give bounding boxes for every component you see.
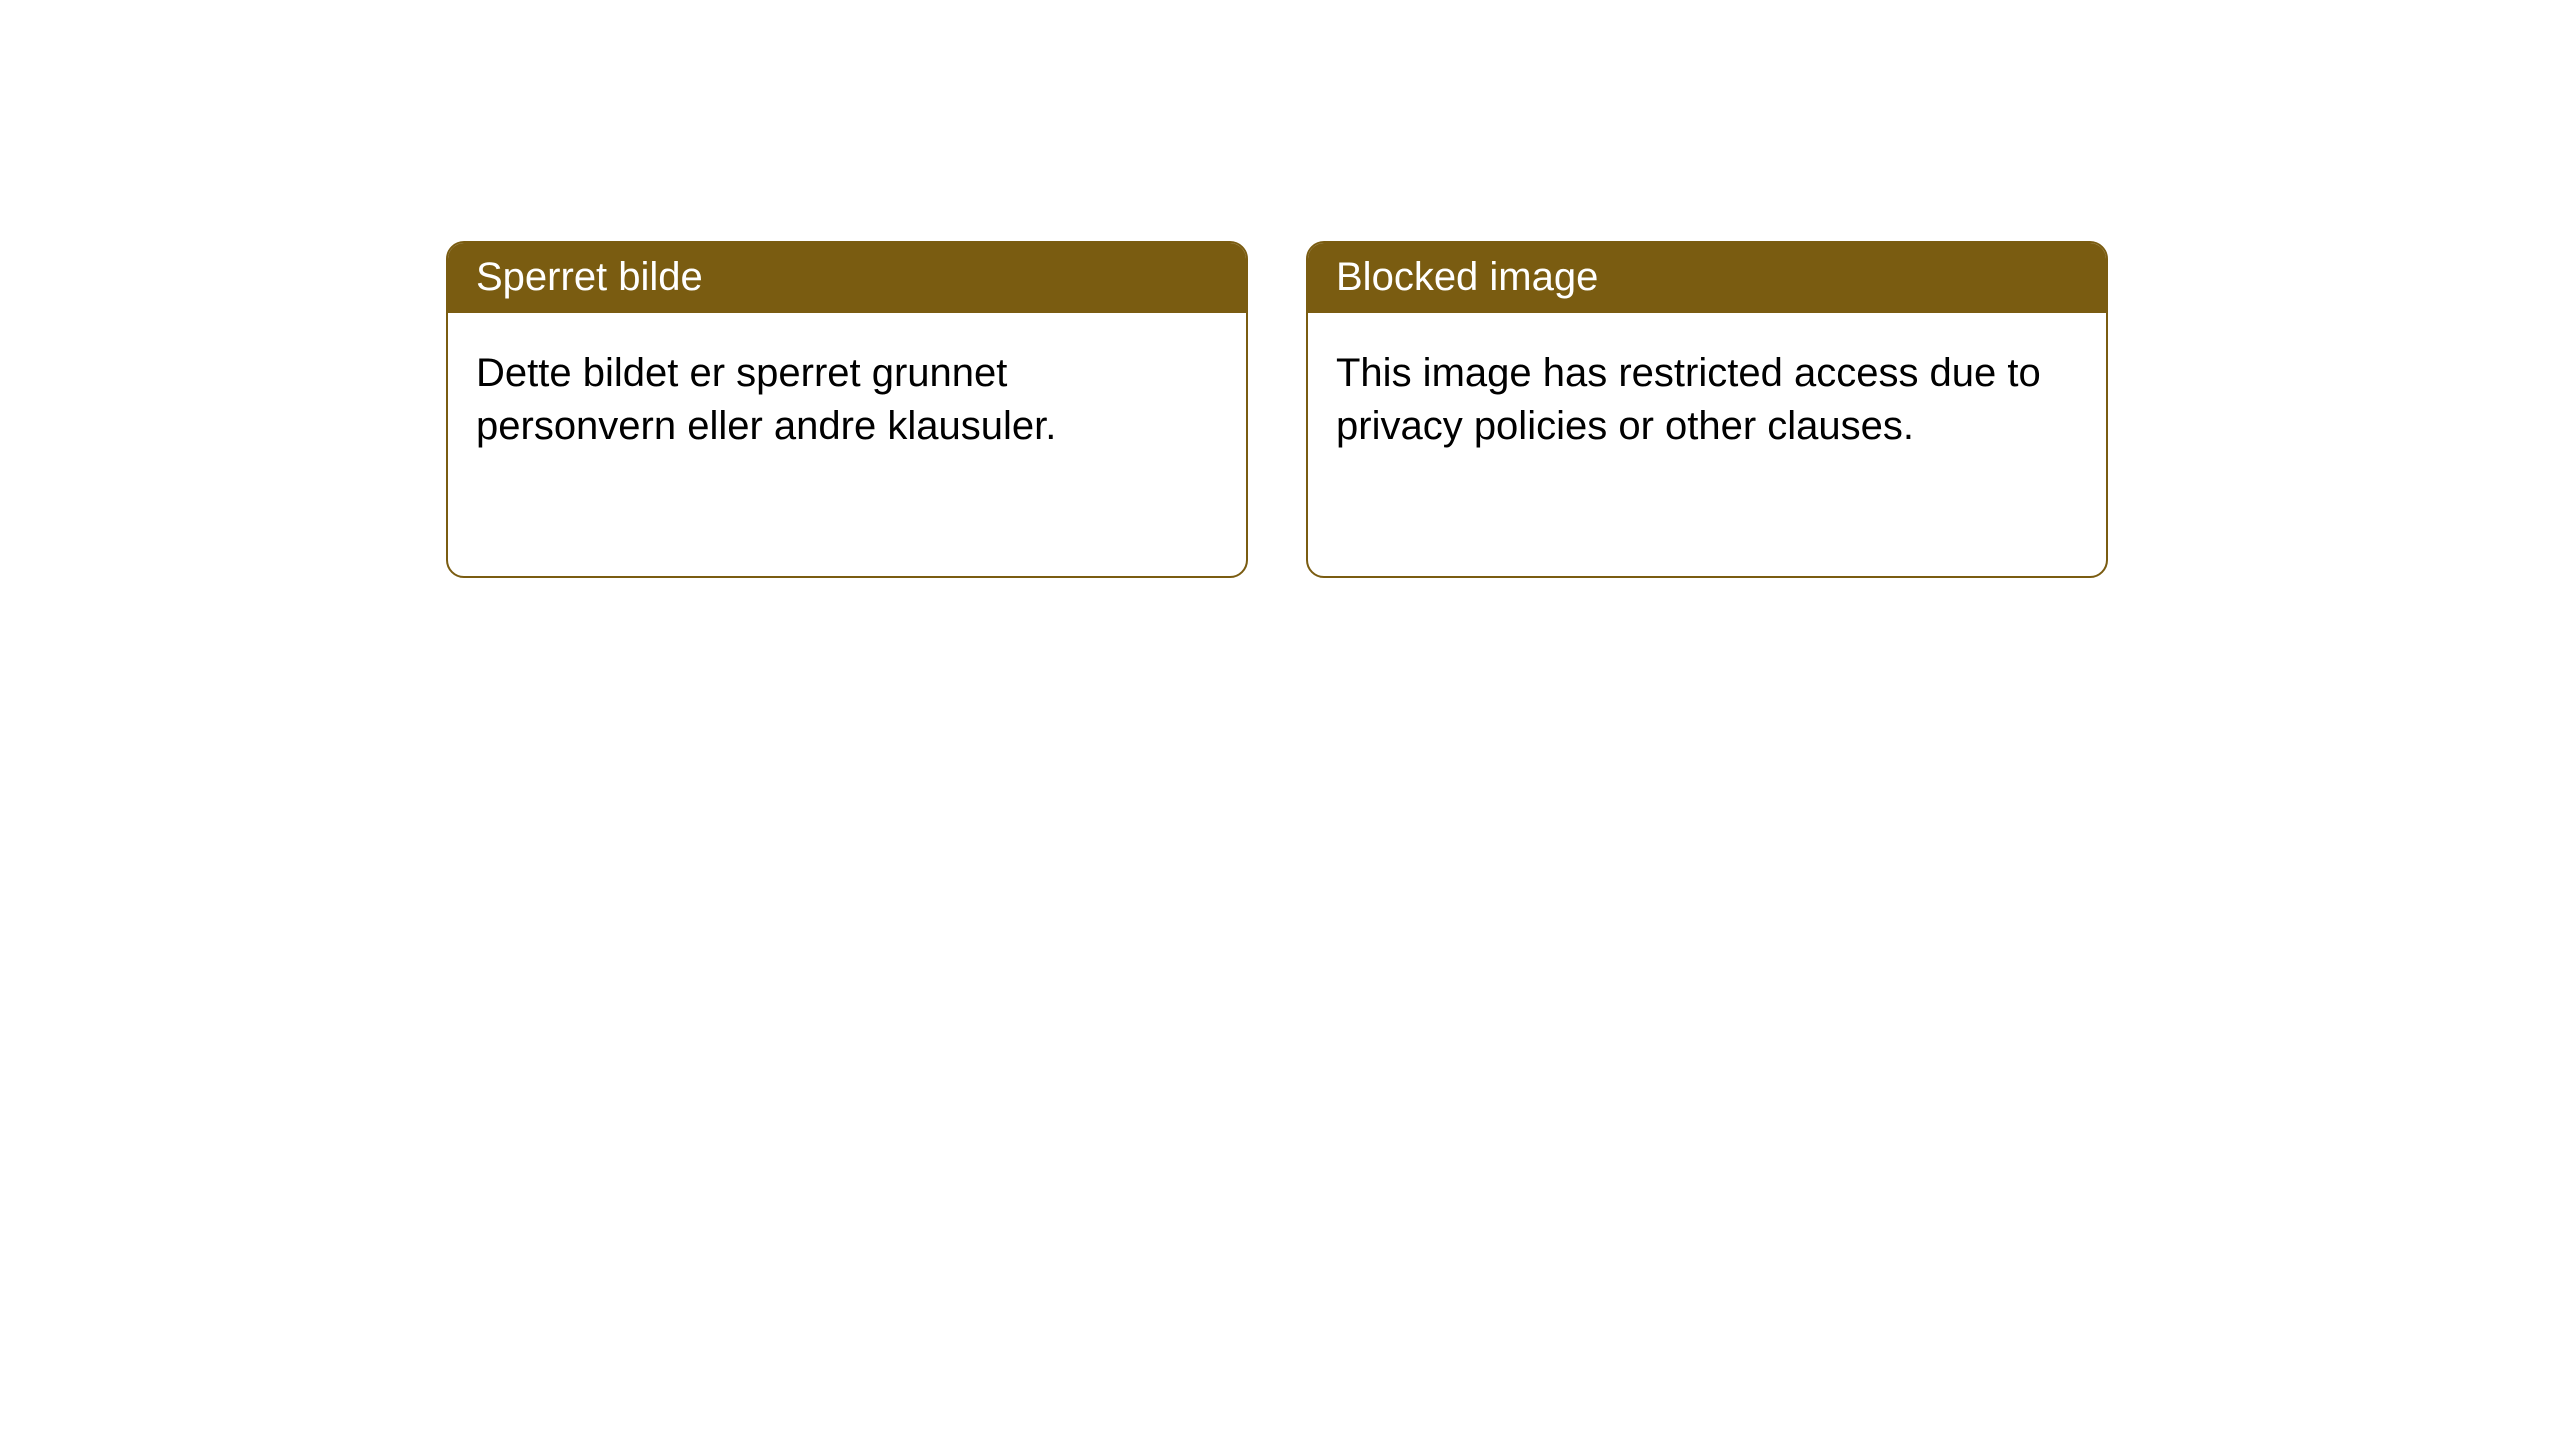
notice-body: This image has restricted access due to …: [1308, 313, 2106, 487]
notice-card-norwegian: Sperret bilde Dette bildet er sperret gr…: [446, 241, 1248, 578]
notice-container: Sperret bilde Dette bildet er sperret gr…: [446, 241, 2108, 578]
notice-card-english: Blocked image This image has restricted …: [1306, 241, 2108, 578]
notice-header: Sperret bilde: [448, 243, 1246, 313]
notice-body: Dette bildet er sperret grunnet personve…: [448, 313, 1246, 487]
notice-header: Blocked image: [1308, 243, 2106, 313]
